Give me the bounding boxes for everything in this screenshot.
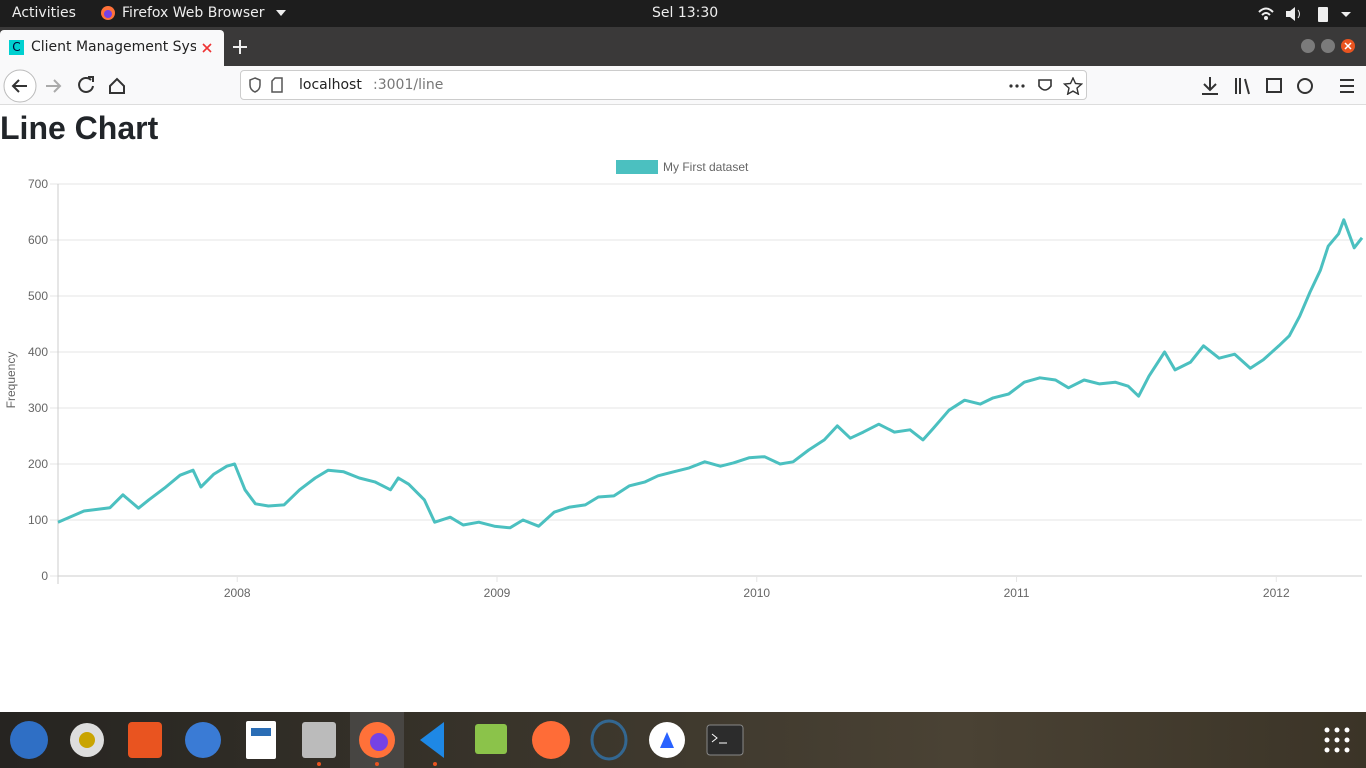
tab-strip xyxy=(0,27,1366,66)
dropdown-arrow xyxy=(276,10,286,16)
y-tick-label: 200 xyxy=(28,457,48,471)
y-tick-label: 300 xyxy=(28,401,48,415)
legend-label: My First dataset xyxy=(663,160,749,174)
y-tick-label: 700 xyxy=(28,177,48,191)
activities-button[interactable]: Activities xyxy=(12,5,76,21)
legend-swatch xyxy=(616,160,658,174)
y-tick-label: 600 xyxy=(28,233,48,247)
app-menu[interactable]: Firefox Web Browser xyxy=(122,5,265,21)
y-tick-label: 0 xyxy=(41,569,48,583)
site-info-icons xyxy=(249,77,283,93)
close-tab[interactable] xyxy=(202,43,212,53)
url-host: localhost xyxy=(299,77,362,93)
url-bar[interactable]: localhost :3001/line xyxy=(240,70,1087,100)
window-controls[interactable] xyxy=(1298,37,1360,55)
status-icons[interactable] xyxy=(1256,4,1356,24)
url-actions[interactable] xyxy=(1007,77,1083,95)
line-chart: 0 100 200 300 400 500 600 700 2008 2009 2010 2011 20… xyxy=(4,160,1364,600)
firefox-icon xyxy=(101,6,115,20)
dock xyxy=(0,712,1366,768)
url-path: :3001/line xyxy=(373,77,444,93)
system-top-bar: Activities Firefox Web Browser Sel 13:30 xyxy=(0,0,1366,27)
clock[interactable]: Sel 13:30 xyxy=(652,5,719,21)
x-tick-label: 2012 xyxy=(1263,586,1290,600)
page-heading: Line Chart xyxy=(0,110,159,146)
nav-buttons[interactable] xyxy=(2,68,232,104)
y-tick-label: 500 xyxy=(28,289,48,303)
x-tick-label: 2010 xyxy=(743,586,770,600)
web-content: Line Chart 0 100 200 300 400 500 600 700 2008 200… xyxy=(0,105,1366,712)
x-tick-label: 2011 xyxy=(1004,586,1030,600)
active-tab[interactable]: C Client Management Syst xyxy=(0,30,224,66)
favicon: C xyxy=(9,40,24,55)
tab-title: Client Management Syst xyxy=(31,39,196,55)
x-tick-label: 2008 xyxy=(224,586,251,600)
toolbar-icons[interactable] xyxy=(1196,74,1362,98)
data-line xyxy=(57,218,1364,530)
y-tick-label: 100 xyxy=(28,513,48,527)
y-tick-label: 400 xyxy=(28,345,48,359)
new-tab-button[interactable] xyxy=(232,39,248,55)
y-axis-title: Frequency xyxy=(4,352,18,409)
x-tick-label: 2009 xyxy=(484,586,511,600)
dock-icons[interactable] xyxy=(0,712,1366,768)
